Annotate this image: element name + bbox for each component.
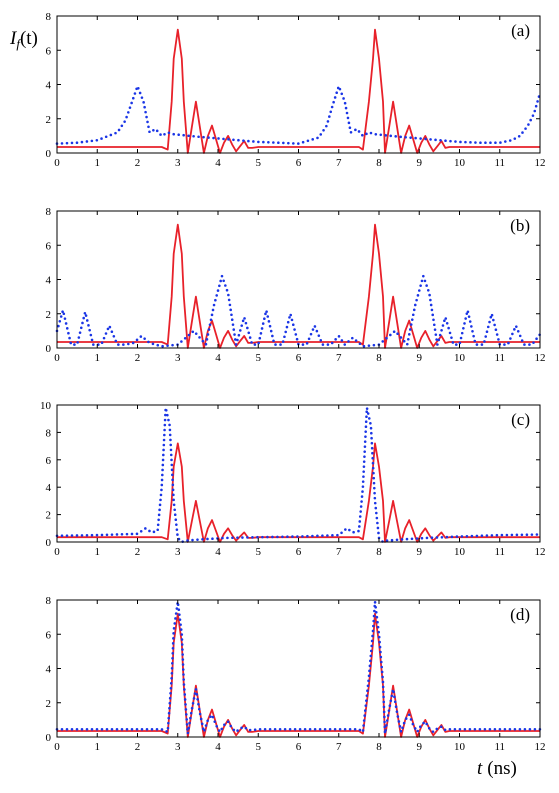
y-tick-label: 6 (46, 45, 52, 57)
x-tick-label: 4 (215, 352, 221, 364)
y-axis-label: If(t) (9, 28, 38, 51)
x-tick-label: 6 (296, 352, 302, 364)
dotted-series-line (55, 274, 542, 348)
x-tick-label: 7 (336, 352, 342, 364)
dotted-series-line (55, 406, 542, 544)
x-tick-label: 9 (417, 352, 423, 364)
x-tick-label: 8 (376, 157, 382, 169)
y-tick-label: 0 (46, 343, 52, 355)
x-tick-label: 9 (417, 546, 423, 558)
x-tick-label: 2 (135, 157, 141, 169)
x-tick-label: 12 (535, 741, 546, 753)
x-tick-label: 3 (175, 741, 181, 753)
x-tick-label: 1 (95, 546, 101, 558)
x-tick-label: 11 (494, 157, 505, 169)
panel-label: (b) (510, 216, 530, 235)
x-tick-label: 11 (494, 741, 505, 753)
y-tick-label: 2 (46, 698, 52, 710)
y-tick-label: 4 (46, 80, 52, 92)
y-tick-label: 8 (46, 11, 52, 23)
x-tick-label: 8 (376, 741, 382, 753)
x-tick-label: 1 (95, 741, 101, 753)
y-tick-label: 2 (46, 309, 52, 321)
y-tick-label: 6 (46, 629, 52, 641)
x-tick-label: 4 (215, 546, 221, 558)
plot-frame (56, 599, 541, 738)
x-tick-label: 5 (256, 157, 262, 169)
y-tick-label: 0 (46, 732, 52, 744)
y-tick-label: 0 (46, 148, 52, 160)
x-tick-label: 8 (376, 352, 382, 364)
x-tick-label: 0 (54, 546, 60, 558)
x-tick-label: 3 (175, 157, 181, 169)
y-tick-label: 6 (46, 455, 52, 467)
x-tick-label: 2 (135, 741, 141, 753)
x-tick-label: 7 (336, 546, 342, 558)
x-tick-label: 0 (54, 352, 60, 364)
plot-frame (56, 15, 541, 154)
x-tick-label: 10 (454, 352, 466, 364)
x-tick-label: 8 (376, 546, 382, 558)
plot-frame (56, 404, 541, 543)
panel-label: (d) (510, 605, 530, 624)
dotted-series-line (55, 600, 542, 735)
plot-frame (56, 210, 541, 349)
x-tick-label: 6 (296, 546, 302, 558)
y-tick-label: 8 (46, 206, 52, 218)
x-tick-label: 7 (336, 157, 342, 169)
y-tick-label: 6 (46, 240, 52, 252)
panel-label: (c) (511, 410, 530, 429)
y-tick-label: 8 (46, 595, 52, 607)
solid-series-line (57, 223, 540, 349)
x-tick-label: 5 (256, 546, 262, 558)
x-tick-label: 12 (535, 352, 546, 364)
x-tick-label: 0 (54, 157, 60, 169)
x-tick-label: 11 (494, 546, 505, 558)
x-tick-label: 3 (175, 546, 181, 558)
solid-series-line (57, 612, 540, 738)
y-tick-label: 4 (46, 482, 52, 494)
x-tick-label: 6 (296, 741, 302, 753)
x-tick-label: 2 (135, 546, 141, 558)
x-tick-label: 0 (54, 741, 60, 753)
x-tick-label: 9 (417, 157, 423, 169)
x-tick-label: 11 (494, 352, 505, 364)
x-tick-label: 5 (256, 352, 262, 364)
x-tick-label: 12 (535, 157, 546, 169)
panel-label: (a) (511, 21, 530, 40)
y-tick-label: 4 (46, 275, 52, 287)
x-axis-label: t (ns) (477, 758, 517, 779)
x-tick-label: 12 (535, 546, 546, 558)
x-tick-label: 4 (215, 741, 221, 753)
solid-series-line (57, 442, 540, 543)
y-tick-label: 8 (46, 427, 52, 439)
x-tick-label: 10 (454, 741, 466, 753)
x-tick-label: 1 (95, 157, 101, 169)
x-tick-label: 9 (417, 741, 423, 753)
dotted-series-line (55, 84, 542, 145)
x-tick-label: 6 (296, 157, 302, 169)
y-tick-label: 4 (46, 664, 52, 676)
x-tick-label: 1 (95, 352, 101, 364)
y-tick-label: 10 (40, 400, 52, 412)
x-tick-label: 10 (454, 157, 466, 169)
x-tick-label: 4 (215, 157, 221, 169)
y-tick-label: 0 (46, 537, 52, 549)
x-tick-label: 5 (256, 741, 262, 753)
x-tick-label: 10 (454, 546, 466, 558)
x-tick-label: 2 (135, 352, 141, 364)
solid-series-line (57, 28, 540, 154)
x-tick-label: 7 (336, 741, 342, 753)
x-tick-label: 3 (175, 352, 181, 364)
y-tick-label: 2 (46, 114, 52, 126)
y-tick-label: 2 (46, 510, 52, 522)
